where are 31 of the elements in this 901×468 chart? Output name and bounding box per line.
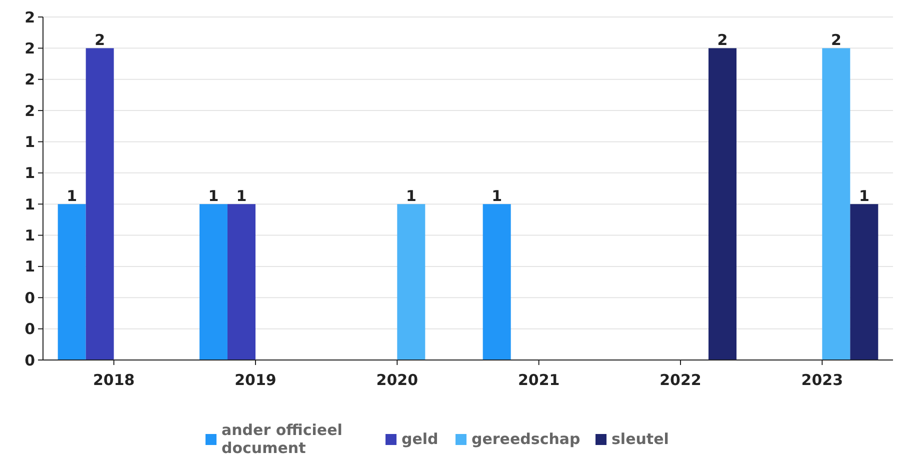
data-label: 1	[492, 187, 502, 206]
data-label: 2	[830, 31, 842, 50]
data-label: 1	[208, 187, 219, 206]
y-tick-label: 1	[24, 258, 35, 276]
legend-label: geld	[402, 430, 438, 448]
y-tick-label: 0	[24, 320, 35, 338]
x-tick-label: 2022	[660, 371, 702, 389]
data-label: 1	[236, 187, 247, 206]
data-label: 2	[94, 31, 106, 50]
y-tick-label: 0	[24, 288, 35, 307]
y-tick-label: 2	[24, 102, 35, 120]
legend-label: gereedschap	[472, 430, 581, 448]
x-tick-label: 2023	[801, 371, 844, 389]
y-tick-label: 2	[24, 8, 35, 26]
x-tick-label: 2020	[376, 371, 418, 389]
data-label: 1	[858, 187, 870, 206]
legend-label: sleutel	[612, 430, 669, 448]
data-label: 1	[66, 187, 78, 206]
y-tick-label: 1	[24, 132, 35, 151]
x-tick-label: 2021	[518, 371, 560, 389]
data-label: 2	[717, 31, 728, 50]
x-tick-label: 2018	[92, 371, 135, 389]
y-tick-label: 1	[24, 226, 35, 245]
y-tick-label: 0	[24, 351, 35, 370]
x-tick-label: 2019	[234, 371, 276, 389]
data-label: 1	[406, 187, 416, 206]
y-tick-label: 2	[24, 39, 35, 58]
legend-label: ander officieel document	[222, 421, 342, 457]
y-tick-label: 1	[24, 195, 35, 214]
y-tick-label: 1	[24, 164, 35, 182]
y-tick-label: 2	[24, 70, 35, 89]
